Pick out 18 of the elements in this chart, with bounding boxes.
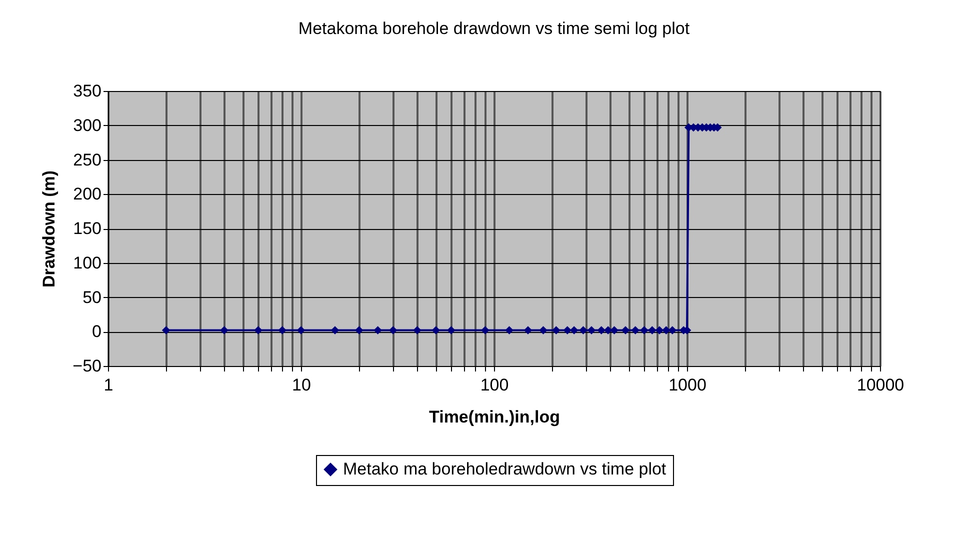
y-tick-label: 50: [82, 288, 102, 307]
y-tick-label: 100: [73, 253, 102, 272]
y-tick-label: 150: [73, 219, 102, 238]
x-tick-label: 1000: [668, 376, 706, 394]
y-tick-label: 250: [73, 150, 102, 170]
y-axis-title: Drawdown (m): [40, 170, 59, 288]
chart-title: Metakoma borehole drawdown vs time semi log plot: [298, 19, 690, 38]
y-tick-label: 300: [73, 116, 102, 135]
x-tick-label: 10: [292, 376, 311, 394]
legend-label: Metako ma boreholedrawdown vs time plot: [343, 460, 666, 478]
x-tick-label: 10000: [856, 376, 904, 394]
y-tick-label: 350: [73, 82, 102, 100]
y-tick-label: 200: [73, 184, 102, 204]
y-tick-label: 0: [92, 322, 102, 342]
x-tick-label: 1: [104, 376, 114, 394]
x-tick-label: 100: [480, 376, 509, 394]
y-tick-label: −50: [72, 356, 102, 376]
x-axis-title: Time(min.)in,log: [429, 408, 560, 426]
